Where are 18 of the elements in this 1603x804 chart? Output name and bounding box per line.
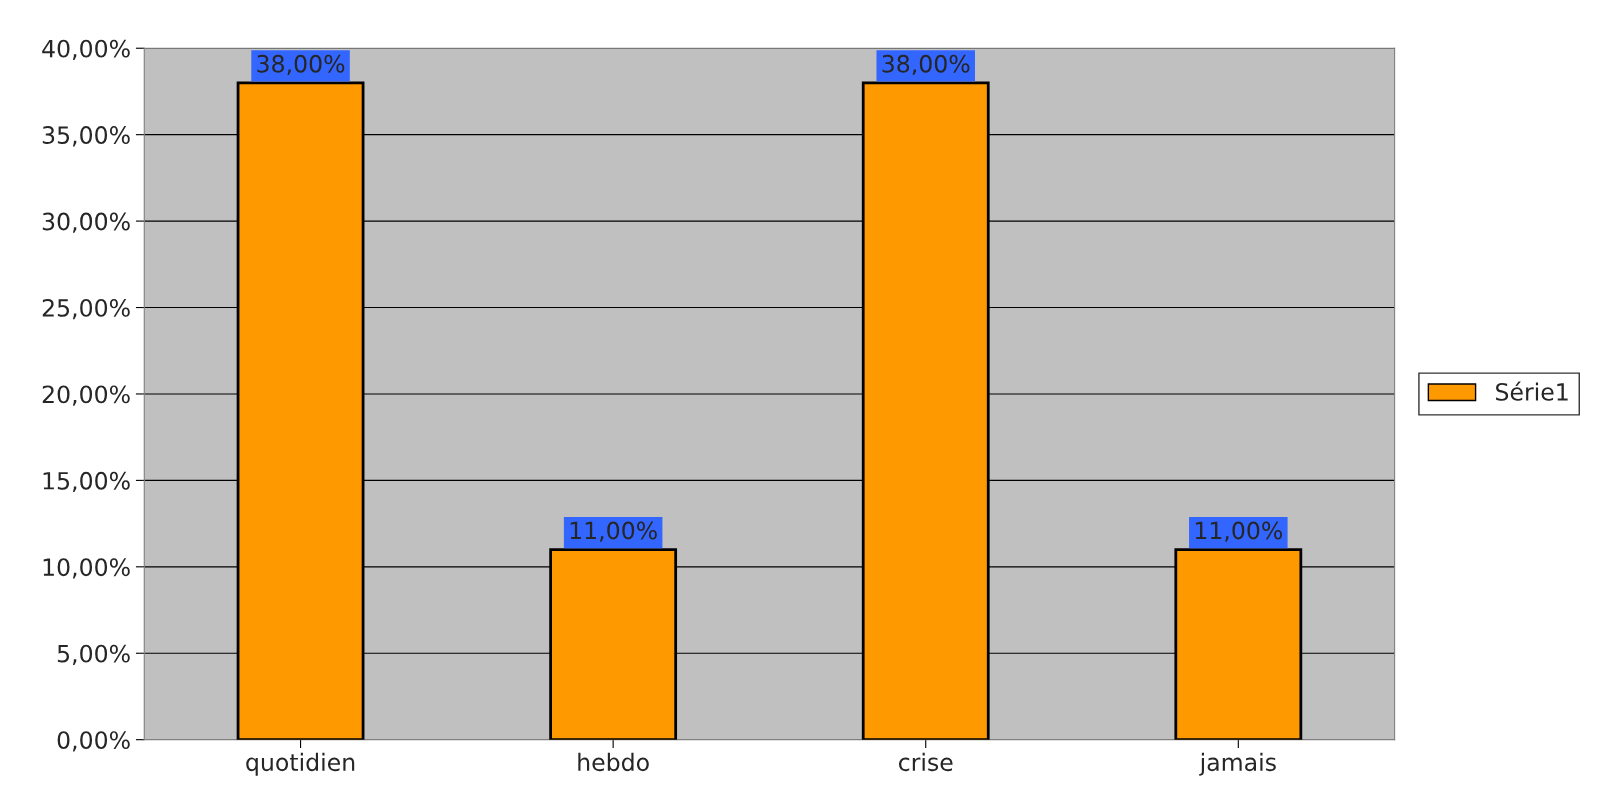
y-tick-label: 35,00% [42,126,130,147]
x-tick-label: quotidien [246,752,355,776]
y-tick-label: 25,00% [42,298,130,320]
x-tick-label: crise [899,752,953,772]
y-tick-label: 40,00% [42,39,130,60]
data-label: 11,00% [570,521,657,542]
x-tick-label: hebdo [578,752,649,772]
y-tick-label: 10,00% [43,558,130,579]
legend-label: Série1 [1496,381,1568,401]
y-tick-label: 0,00% [57,731,130,752]
data-label: 38,00% [257,54,345,76]
y-tick-label: 15,00% [43,471,130,493]
data-label: 11,00% [1195,521,1283,542]
y-tick-label: 20,00% [42,385,130,406]
data-label: 38,00% [882,54,970,76]
y-tick-label: 5,00% [57,644,130,665]
y-tick-label: 30,00% [42,212,130,233]
x-tick-label: jamais [1199,752,1276,776]
